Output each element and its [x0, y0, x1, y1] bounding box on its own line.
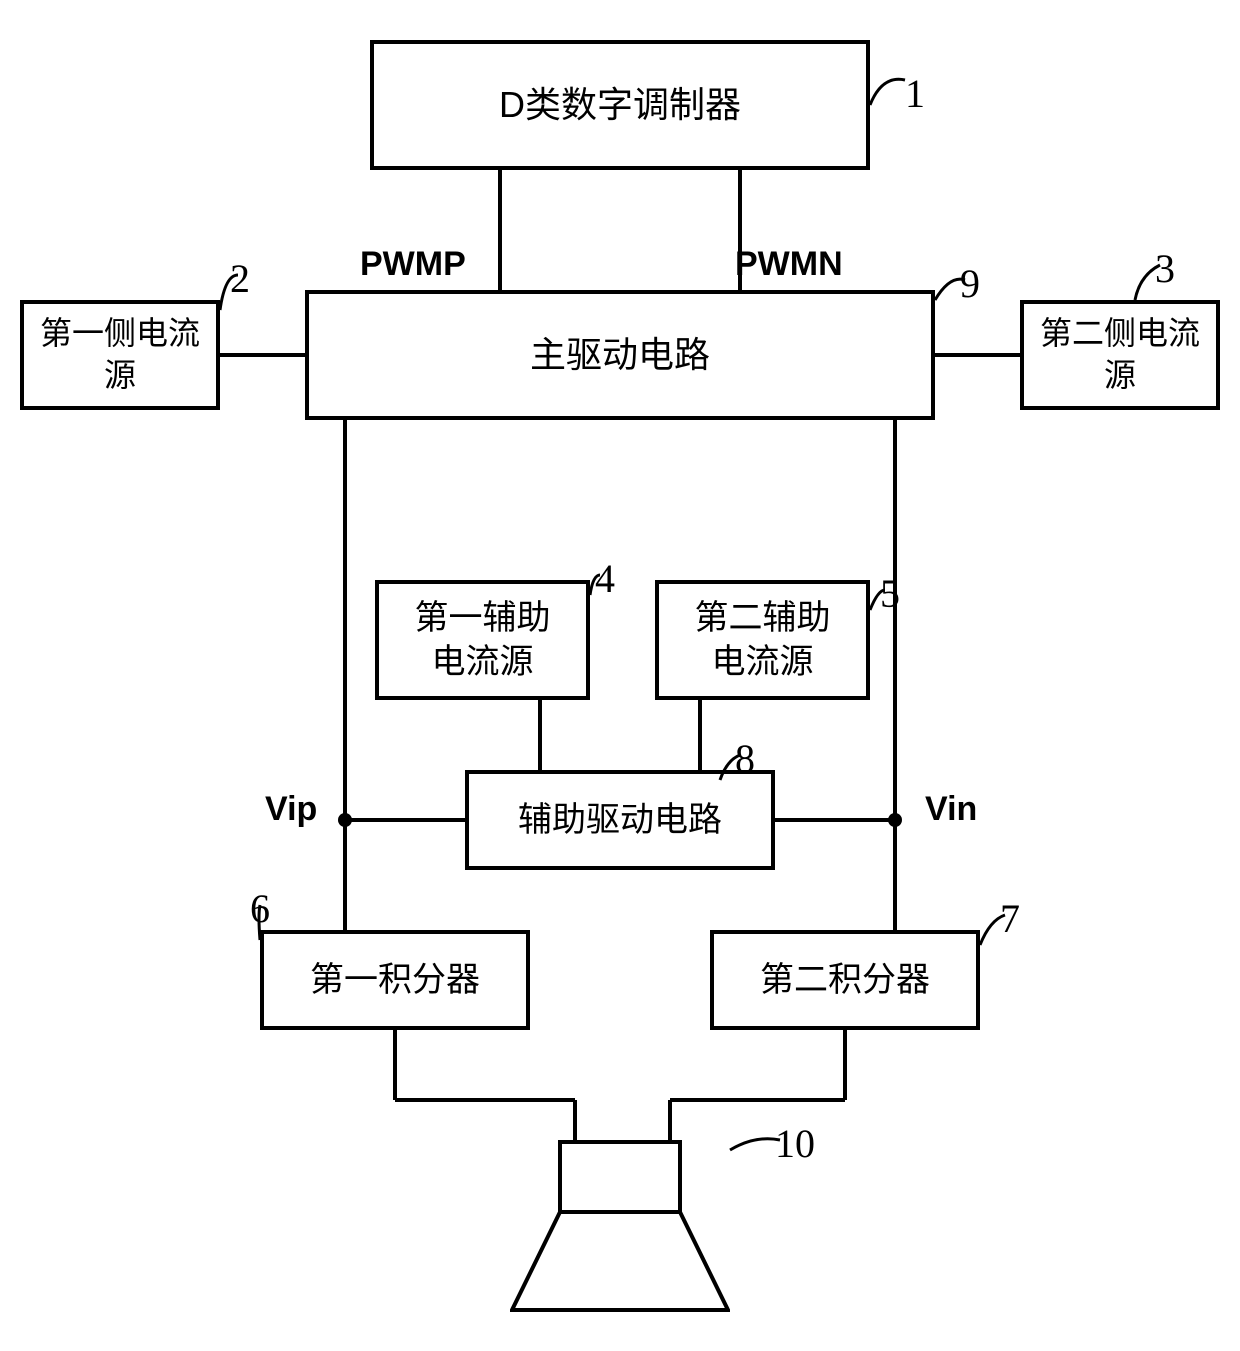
num-1: 1	[905, 70, 925, 117]
node-int1: 第一积分器	[260, 930, 530, 1030]
label-vip-text: Vip	[265, 790, 317, 828]
num-10: 10	[775, 1120, 815, 1167]
node-int1-label: 第一积分器	[310, 958, 480, 1002]
label-pwmp-text: PWMP	[360, 245, 466, 283]
num-5-text: 5	[880, 571, 900, 616]
node-left-src: 第一侧电流 源	[20, 300, 220, 410]
num-8: 8	[735, 735, 755, 782]
num-3: 3	[1155, 245, 1175, 292]
label-pwmp: PWMP	[360, 245, 466, 284]
node-main-driver: 主驱动电路	[305, 290, 935, 420]
num-7: 7	[1000, 895, 1020, 942]
num-2-text: 2	[230, 256, 250, 301]
num-1-text: 1	[905, 71, 925, 116]
label-vip: Vip	[265, 790, 317, 829]
num-2: 2	[230, 255, 250, 302]
node-aux1-label: 第一辅助 电流源	[415, 596, 551, 684]
node-int2: 第二积分器	[710, 930, 980, 1030]
label-vin-text: Vin	[925, 790, 977, 828]
node-aux-driver-label: 辅助驱动电路	[518, 798, 722, 842]
label-pwmn: PWMN	[735, 245, 843, 284]
node-main-driver-label: 主驱动电路	[530, 332, 710, 379]
node-aux1: 第一辅助 电流源	[375, 580, 590, 700]
label-pwmn-text: PWMN	[735, 245, 843, 283]
num-3-text: 3	[1155, 246, 1175, 291]
node-modulator: D类数字调制器	[370, 40, 870, 170]
num-5: 5	[880, 570, 900, 617]
node-right-src: 第二侧电流 源	[1020, 300, 1220, 410]
num-4-text: 4	[595, 556, 615, 601]
num-6: 6	[250, 885, 270, 932]
num-7-text: 7	[1000, 896, 1020, 941]
num-9: 9	[960, 260, 980, 307]
label-vin: Vin	[925, 790, 977, 829]
num-6-text: 6	[250, 886, 270, 931]
node-aux2-label: 第二辅助 电流源	[695, 596, 831, 684]
num-10-text: 10	[775, 1121, 815, 1166]
node-right-src-label: 第二侧电流 源	[1040, 313, 1200, 396]
node-aux-driver: 辅助驱动电路	[465, 770, 775, 870]
node-modulator-label: D类数字调制器	[499, 82, 741, 129]
num-4: 4	[595, 555, 615, 602]
node-aux2: 第二辅助 电流源	[655, 580, 870, 700]
num-8-text: 8	[735, 736, 755, 781]
speaker-icon	[510, 1140, 730, 1320]
node-left-src-label: 第一侧电流 源	[40, 313, 200, 396]
node-int2-label: 第二积分器	[760, 958, 930, 1002]
num-9-text: 9	[960, 261, 980, 306]
